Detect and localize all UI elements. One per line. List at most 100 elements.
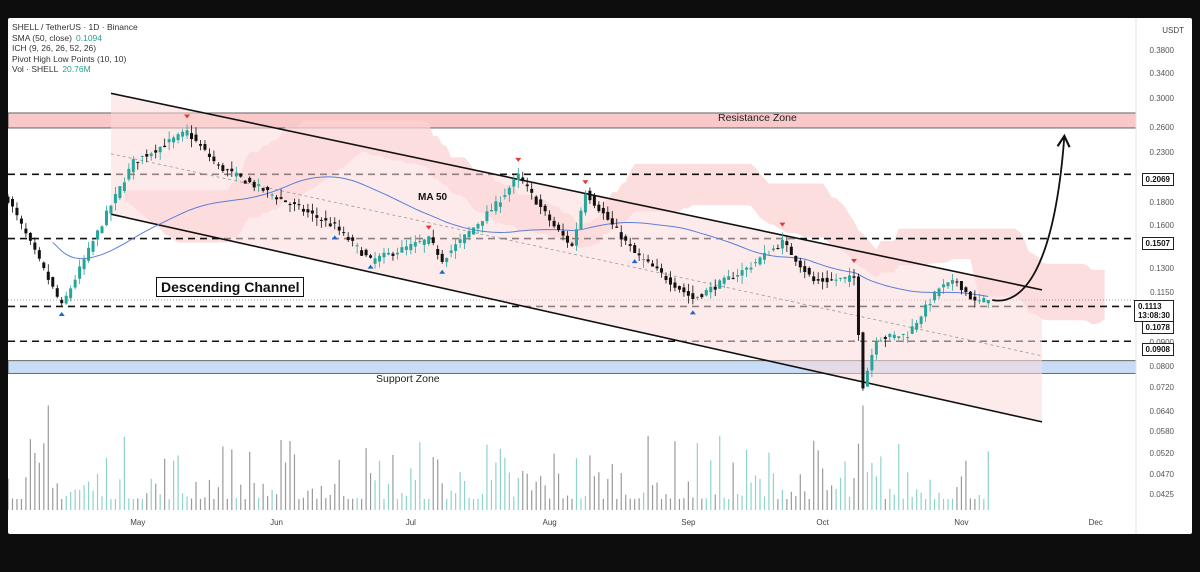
candle-body bbox=[342, 232, 346, 234]
candle-body bbox=[646, 259, 650, 262]
candle-body bbox=[261, 188, 265, 191]
candle-body bbox=[964, 287, 968, 292]
channel-lower-line bbox=[110, 213, 1043, 423]
candle-body bbox=[986, 299, 990, 304]
volume-bar bbox=[544, 485, 546, 510]
volume-bar bbox=[983, 498, 985, 510]
candle-body bbox=[190, 133, 194, 140]
pivot-high-marker bbox=[184, 114, 191, 119]
volume-bar bbox=[857, 443, 860, 510]
candle-body bbox=[149, 153, 153, 157]
candle-body bbox=[360, 250, 364, 256]
volume-bar bbox=[499, 448, 501, 510]
candle-body bbox=[950, 279, 954, 284]
volume-bar bbox=[701, 498, 703, 510]
candle-body bbox=[977, 300, 981, 302]
volume-bar bbox=[307, 490, 309, 510]
volume-bar bbox=[61, 498, 63, 510]
pivot-high-marker bbox=[851, 258, 857, 263]
volume-bar bbox=[643, 492, 645, 510]
candle-body bbox=[767, 254, 771, 256]
candle-body bbox=[284, 200, 288, 203]
volume-bar bbox=[141, 498, 143, 510]
pivot-low-marker bbox=[689, 310, 696, 315]
candle-body bbox=[252, 181, 256, 188]
volume-bar bbox=[25, 477, 27, 510]
candle-body bbox=[248, 177, 252, 183]
volume-bar bbox=[249, 451, 251, 510]
candle-body bbox=[413, 242, 417, 247]
resistance-zone-label: Resistance Zone bbox=[718, 112, 797, 124]
volume-bar bbox=[737, 494, 739, 510]
volume-bar bbox=[392, 454, 394, 510]
candle-body bbox=[561, 231, 565, 236]
volume-bar bbox=[34, 453, 36, 510]
candle-body bbox=[239, 173, 243, 177]
candle-body bbox=[910, 326, 914, 334]
volume-bar bbox=[168, 498, 170, 510]
candle-body bbox=[60, 299, 64, 304]
candle-body bbox=[615, 226, 619, 228]
volume-bar bbox=[584, 495, 587, 510]
candle-body bbox=[915, 322, 919, 330]
volume-bar bbox=[222, 446, 224, 510]
volume-bar bbox=[20, 498, 23, 510]
candle-body bbox=[933, 291, 937, 301]
candle-body bbox=[445, 257, 449, 263]
candle-body bbox=[400, 247, 404, 253]
volume-bar bbox=[159, 494, 161, 510]
currency-label: USDT bbox=[1162, 26, 1184, 35]
candle-body bbox=[816, 279, 820, 281]
candle-body bbox=[15, 207, 19, 216]
candle-body bbox=[391, 253, 395, 256]
candle-body bbox=[19, 218, 23, 224]
volume-bar bbox=[571, 498, 573, 510]
candle-body bbox=[163, 145, 167, 148]
candle-body bbox=[288, 204, 292, 206]
volume-bar bbox=[343, 496, 345, 510]
volume-bar bbox=[889, 488, 891, 510]
candle-body bbox=[512, 179, 516, 187]
volume-bar bbox=[808, 498, 810, 510]
candle-body bbox=[176, 134, 180, 141]
volume-bar bbox=[450, 490, 452, 510]
candle-body bbox=[749, 267, 753, 270]
candle-body bbox=[534, 196, 538, 205]
candle-body bbox=[543, 205, 547, 212]
pivot-low-marker bbox=[367, 264, 374, 269]
legend-vol: Vol · SHELL 20.76M bbox=[12, 64, 138, 75]
volume-bar bbox=[186, 496, 188, 510]
candle-body bbox=[883, 336, 887, 339]
volume-bar bbox=[396, 498, 399, 510]
candle-body bbox=[848, 275, 852, 282]
legend-symbol: SHELL / TetherUS · 1D · Binance bbox=[12, 22, 138, 32]
candle-body bbox=[351, 237, 355, 241]
price-tag-0-1507: 0.1507 bbox=[1141, 237, 1174, 250]
candle-body bbox=[337, 226, 341, 231]
projection-arrow bbox=[992, 133, 1071, 302]
candle-body bbox=[140, 155, 144, 157]
candle-body bbox=[346, 236, 350, 241]
volume-bar bbox=[410, 468, 412, 510]
candle-body bbox=[973, 296, 977, 301]
volume-bar bbox=[114, 498, 117, 510]
volume-bar bbox=[660, 498, 663, 510]
candle-body bbox=[409, 243, 413, 251]
volume-bar bbox=[352, 498, 354, 510]
volume-bar bbox=[817, 450, 819, 510]
candle-body bbox=[185, 130, 189, 136]
candle-body bbox=[713, 286, 717, 290]
candle-body bbox=[794, 255, 798, 262]
candle-body bbox=[386, 252, 390, 255]
candle-body bbox=[539, 199, 543, 208]
candle-body bbox=[96, 230, 100, 240]
candle-body bbox=[928, 303, 932, 306]
ma50-label: MA 50 bbox=[418, 192, 448, 203]
volume-bar bbox=[190, 498, 193, 510]
volume-bar bbox=[848, 496, 851, 510]
candle-body bbox=[369, 255, 373, 258]
volume-bar bbox=[611, 464, 613, 510]
candle-body bbox=[167, 139, 171, 143]
pivot-low-marker bbox=[58, 312, 65, 317]
volume-bar bbox=[871, 462, 873, 510]
